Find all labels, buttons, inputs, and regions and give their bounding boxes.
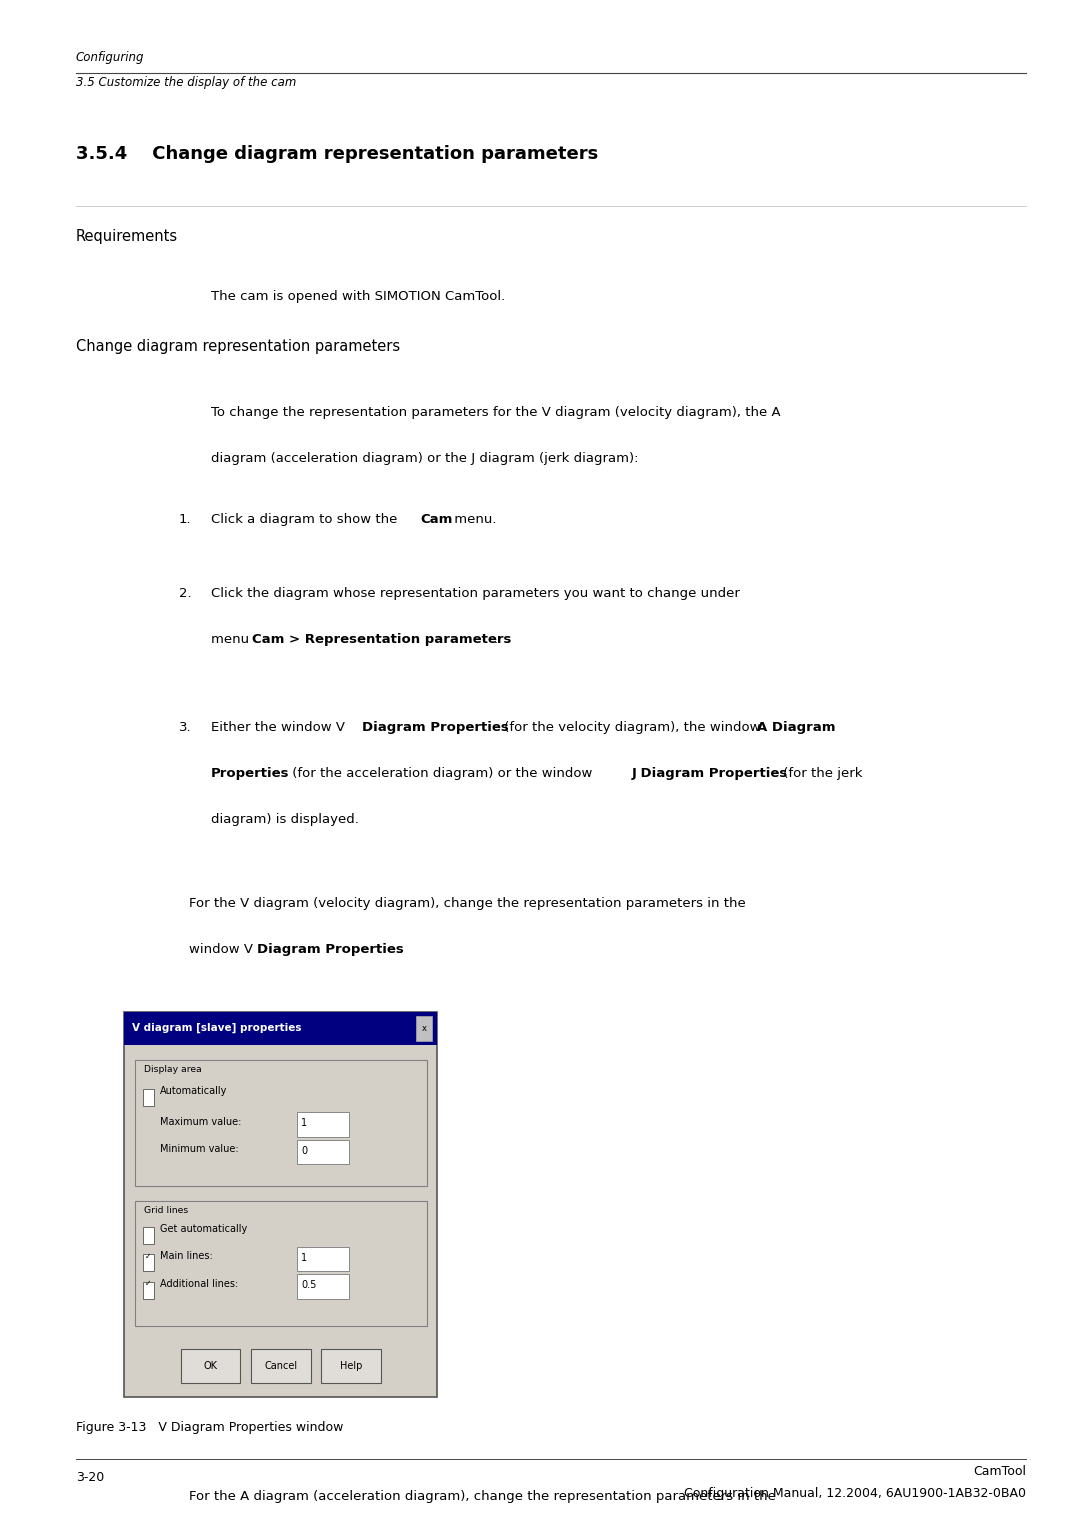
Text: .: . <box>494 633 498 646</box>
Text: 2.: 2. <box>178 587 191 601</box>
Text: Requirements: Requirements <box>76 229 178 244</box>
Text: Cancel: Cancel <box>265 1361 297 1371</box>
Text: Click a diagram to show the: Click a diagram to show the <box>211 513 402 527</box>
FancyBboxPatch shape <box>416 1016 432 1041</box>
Text: 3.: 3. <box>178 721 191 735</box>
Text: (for the acceleration diagram) or the window: (for the acceleration diagram) or the wi… <box>288 767 597 781</box>
Text: Figure 3-13   V Diagram Properties window: Figure 3-13 V Diagram Properties window <box>76 1421 343 1435</box>
Text: (for the velocity diagram), the window: (for the velocity diagram), the window <box>500 721 765 735</box>
FancyBboxPatch shape <box>251 1349 311 1383</box>
FancyBboxPatch shape <box>297 1140 349 1164</box>
Text: Help: Help <box>340 1361 362 1371</box>
Text: 1: 1 <box>301 1118 308 1128</box>
FancyBboxPatch shape <box>135 1060 427 1186</box>
FancyBboxPatch shape <box>297 1247 349 1271</box>
Text: The cam is opened with SIMOTION CamTool.: The cam is opened with SIMOTION CamTool. <box>211 290 504 304</box>
Text: x: x <box>421 1024 427 1033</box>
Text: window V: window V <box>189 943 257 957</box>
Text: 0: 0 <box>301 1146 308 1155</box>
Text: Main lines:: Main lines: <box>160 1251 213 1261</box>
Text: menu.: menu. <box>450 513 497 527</box>
Text: Automatically: Automatically <box>160 1086 227 1096</box>
Text: diagram (acceleration diagram) or the J diagram (jerk diagram):: diagram (acceleration diagram) or the J … <box>211 452 638 466</box>
FancyBboxPatch shape <box>297 1274 349 1299</box>
Text: Cam: Cam <box>420 513 453 527</box>
FancyBboxPatch shape <box>143 1282 154 1299</box>
Text: 3.5 Customize the display of the cam: 3.5 Customize the display of the cam <box>76 76 296 90</box>
Text: Diagram Properties: Diagram Properties <box>362 721 509 735</box>
FancyBboxPatch shape <box>143 1254 154 1271</box>
Text: Configuration Manual, 12.2004, 6AU1900-1AB32-0BA0: Configuration Manual, 12.2004, 6AU1900-1… <box>684 1487 1026 1500</box>
FancyBboxPatch shape <box>322 1349 380 1383</box>
Text: CamTool: CamTool <box>973 1465 1026 1479</box>
Text: .: . <box>399 943 403 957</box>
Text: ✓: ✓ <box>146 1251 151 1261</box>
Text: Change diagram representation parameters: Change diagram representation parameters <box>76 339 400 354</box>
Text: 0.5: 0.5 <box>301 1280 316 1290</box>
Text: For the V diagram (velocity diagram), change the representation parameters in th: For the V diagram (velocity diagram), ch… <box>189 897 746 911</box>
Text: V diagram [slave] properties: V diagram [slave] properties <box>132 1024 301 1033</box>
FancyBboxPatch shape <box>124 1012 437 1045</box>
Text: Cam > Representation parameters: Cam > Representation parameters <box>252 633 511 646</box>
Text: Minimum value:: Minimum value: <box>160 1144 239 1154</box>
Text: menu: menu <box>211 633 253 646</box>
FancyBboxPatch shape <box>143 1089 154 1106</box>
Text: Properties: Properties <box>211 767 289 781</box>
Text: Either the window V: Either the window V <box>211 721 349 735</box>
Text: Maximum value:: Maximum value: <box>160 1117 241 1126</box>
Text: 3.5.4    Change diagram representation parameters: 3.5.4 Change diagram representation para… <box>76 145 598 163</box>
Text: For the A diagram (acceleration diagram), change the representation parameters i: For the A diagram (acceleration diagram)… <box>189 1490 775 1504</box>
Text: Configuring: Configuring <box>76 50 144 64</box>
FancyBboxPatch shape <box>297 1112 349 1137</box>
Text: 1: 1 <box>301 1253 308 1262</box>
Text: 1.: 1. <box>178 513 191 527</box>
Text: Display area: Display area <box>144 1065 201 1074</box>
Text: Get automatically: Get automatically <box>160 1224 247 1233</box>
Text: To change the representation parameters for the V diagram (velocity diagram), th: To change the representation parameters … <box>211 406 780 420</box>
Text: J Diagram Properties: J Diagram Properties <box>632 767 788 781</box>
Text: Click the diagram whose representation parameters you want to change under: Click the diagram whose representation p… <box>211 587 740 601</box>
Text: (for the jerk: (for the jerk <box>779 767 862 781</box>
FancyBboxPatch shape <box>135 1201 427 1326</box>
Text: diagram) is displayed.: diagram) is displayed. <box>211 813 359 827</box>
FancyBboxPatch shape <box>143 1227 154 1244</box>
Text: Grid lines: Grid lines <box>144 1206 188 1215</box>
Text: A Diagram: A Diagram <box>757 721 836 735</box>
Text: Diagram Properties: Diagram Properties <box>257 943 404 957</box>
FancyBboxPatch shape <box>180 1349 240 1383</box>
Text: ✓: ✓ <box>146 1279 151 1288</box>
FancyBboxPatch shape <box>124 1012 437 1397</box>
Text: Additional lines:: Additional lines: <box>160 1279 238 1288</box>
Text: OK: OK <box>204 1361 217 1371</box>
Text: 3-20: 3-20 <box>76 1471 104 1485</box>
